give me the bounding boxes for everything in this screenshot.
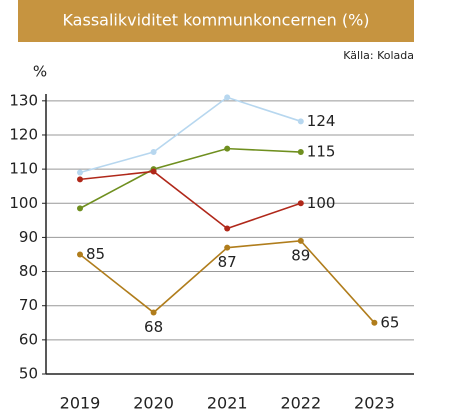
data-point (77, 251, 83, 258)
y-tick-label: 120 (9, 125, 38, 143)
data-point (150, 168, 157, 175)
x-tick-label: 2022 (280, 394, 321, 413)
x-tick-label: 2021 (207, 394, 248, 413)
data-point (297, 118, 304, 125)
chart-title: Kassalikviditet kommunkoncernen (%) (62, 11, 369, 30)
y-tick-label: 80 (19, 262, 38, 280)
y-tick-label: 60 (19, 330, 38, 348)
y-axis-label: % (33, 63, 47, 81)
x-tick-label: 2020 (133, 394, 174, 413)
data-label: 65 (380, 313, 399, 331)
data-point (77, 205, 83, 212)
y-tick-label: 110 (9, 160, 38, 178)
data-point (224, 225, 231, 232)
data-label: 124 (307, 112, 336, 130)
data-point (77, 169, 83, 176)
series-line (79, 170, 302, 230)
y-tick-label: 50 (19, 365, 38, 383)
data-point (224, 145, 231, 152)
data-point (224, 244, 231, 251)
data-label: 85 (86, 245, 105, 263)
title-banner (18, 0, 414, 42)
series-line (79, 96, 302, 174)
data-label: 100 (307, 194, 336, 212)
data-label: 68 (144, 318, 163, 336)
data-point (150, 149, 157, 156)
y-tick-label: 100 (9, 194, 38, 212)
data-point (297, 200, 304, 207)
data-point (224, 94, 231, 101)
series-line (79, 147, 301, 210)
y-tick-label: 70 (19, 296, 38, 314)
data-label: 89 (291, 246, 310, 264)
data-point (297, 149, 304, 156)
source: Källa: Kolada (343, 49, 414, 62)
x-tick-label: 2019 (60, 394, 101, 413)
data-point (297, 237, 304, 244)
data-point (77, 176, 83, 183)
y-tick-label: 130 (9, 91, 38, 109)
data-label: 87 (218, 253, 237, 271)
y-tick-label: 90 (19, 228, 38, 246)
data-label: 115 (307, 143, 336, 161)
data-point (150, 309, 157, 316)
x-tick-label: 2023 (354, 394, 395, 413)
data-point (371, 319, 378, 326)
